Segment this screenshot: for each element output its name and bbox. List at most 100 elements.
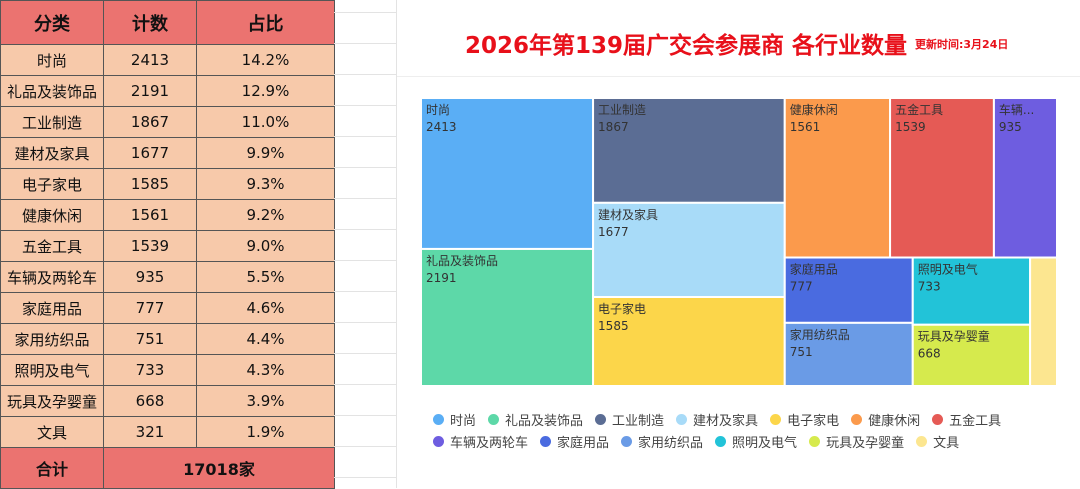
cell-count[interactable]: 668 xyxy=(103,385,197,417)
header-percent[interactable]: 占比 xyxy=(196,0,335,45)
cell-category[interactable]: 文具 xyxy=(0,416,104,448)
treemap-tile[interactable]: 车辆... 935 xyxy=(992,97,1058,259)
tile-label: 家用纺织品 xyxy=(790,327,850,342)
cell-count[interactable]: 1585 xyxy=(103,168,197,200)
treemap-tile[interactable]: 工业制造 1867 xyxy=(592,97,786,204)
treemap-tile[interactable]: 照明及电气 733 xyxy=(911,256,1032,326)
treemap-tile[interactable] xyxy=(1029,256,1058,387)
cell-count[interactable]: 1677 xyxy=(103,137,197,169)
legend-swatch xyxy=(433,435,444,447)
table-row: 时尚 2413 14.2% xyxy=(0,44,335,76)
tile-label: 工业制造 xyxy=(598,103,646,117)
header-count[interactable]: 计数 xyxy=(103,0,197,45)
treemap-rect[interactable] xyxy=(420,247,595,387)
legend-item[interactable]: 时尚 xyxy=(433,412,476,429)
cell-count[interactable]: 733 xyxy=(103,354,197,386)
legend-item[interactable]: 文具 xyxy=(916,433,959,451)
treemap-rect[interactable] xyxy=(783,321,914,388)
treemap-tile[interactable]: 礼品及装饰品 2191 xyxy=(420,247,595,387)
legend-item[interactable]: 礼品及装饰品 xyxy=(488,412,583,429)
cell-percent[interactable]: 11.0% xyxy=(196,106,335,138)
cell-percent[interactable]: 1.9% xyxy=(196,416,335,448)
treemap-tile[interactable]: 玩具及孕婴童 668 xyxy=(911,323,1032,387)
table-row: 健康休闲 1561 9.2% xyxy=(0,199,335,231)
treemap-rect[interactable] xyxy=(889,97,995,259)
cell-category[interactable]: 建材及家具 xyxy=(0,137,104,169)
treemap-rect[interactable] xyxy=(992,97,1058,259)
cell-category[interactable]: 家庭用品 xyxy=(0,292,104,324)
data-table-panel: 分类 计数 占比 时尚 2413 14.2% 礼品及装饰品 2191 12.9% 工业制造 1… xyxy=(0,0,335,489)
treemap-tile[interactable]: 电子家电 1585 xyxy=(592,296,786,387)
tile-value: 1585 xyxy=(598,319,629,333)
table-row: 家庭用品 777 4.6% xyxy=(0,292,335,324)
legend-item[interactable]: 家庭用品 xyxy=(540,433,609,451)
treemap-tile[interactable]: 五金工具 1539 xyxy=(889,97,995,259)
cell-count[interactable]: 321 xyxy=(103,416,197,448)
cell-category[interactable]: 玩具及孕婴童 xyxy=(0,385,104,417)
cell-category[interactable]: 健康休闲 xyxy=(0,199,104,231)
treemap-tile[interactable]: 健康休闲 1561 xyxy=(783,97,892,259)
tile-label: 时尚 xyxy=(426,103,450,117)
treemap-tile[interactable]: 家庭用品 777 xyxy=(783,256,914,324)
cell-category[interactable]: 车辆及两轮车 xyxy=(0,261,104,293)
cell-category[interactable]: 家用纺织品 xyxy=(0,323,104,355)
cell-percent[interactable]: 4.6% xyxy=(196,292,335,324)
cell-percent[interactable]: 9.3% xyxy=(196,168,335,200)
legend-item[interactable]: 五金工具 xyxy=(932,412,1001,429)
treemap-chart: 时尚 2413 礼品及装饰品 2191 工业制造 1867 建材及家具 1677 电子家电 158… xyxy=(420,97,1058,388)
category-table: 分类 计数 占比 时尚 2413 14.2% 礼品及装饰品 2191 12.9% 工业制造 1… xyxy=(0,0,335,489)
legend-swatch xyxy=(770,414,782,425)
legend-swatch xyxy=(916,435,928,447)
treemap-rect[interactable] xyxy=(783,97,892,259)
legend-item[interactable]: 电子家电 xyxy=(770,412,839,429)
cell-percent[interactable]: 5.5% xyxy=(196,261,335,293)
treemap-rect[interactable] xyxy=(911,323,1032,387)
cell-category[interactable]: 电子家电 xyxy=(0,168,104,200)
treemap-rect[interactable] xyxy=(592,296,786,387)
cell-category[interactable]: 时尚 xyxy=(0,44,104,76)
cell-count[interactable]: 777 xyxy=(103,292,197,324)
cell-count[interactable]: 1539 xyxy=(103,230,197,262)
cell-count[interactable]: 1867 xyxy=(103,106,197,138)
treemap-tile[interactable]: 家用纺织品 751 xyxy=(783,321,914,388)
cell-count[interactable]: 935 xyxy=(103,261,197,293)
total-value[interactable]: 17018家 xyxy=(103,447,335,489)
cell-percent[interactable]: 14.2% xyxy=(196,44,335,76)
table-row: 照明及电气 733 4.3% xyxy=(0,354,335,386)
cell-category[interactable]: 五金工具 xyxy=(0,230,104,262)
legend-item[interactable]: 车辆及两轮车 xyxy=(433,433,528,451)
cell-count[interactable]: 751 xyxy=(103,323,197,355)
cell-percent[interactable]: 9.9% xyxy=(196,137,335,169)
cell-category[interactable]: 礼品及装饰品 xyxy=(0,75,104,107)
treemap-tile[interactable]: 建材及家具 1677 xyxy=(592,201,786,299)
cell-percent[interactable]: 9.0% xyxy=(196,230,335,262)
tile-value: 1539 xyxy=(895,120,926,134)
cell-percent[interactable]: 4.3% xyxy=(196,354,335,386)
cell-percent[interactable]: 12.9% xyxy=(196,75,335,107)
legend-label: 照明及电气 xyxy=(732,435,798,451)
legend-item[interactable]: 家用纺织品 xyxy=(621,433,703,451)
cell-percent[interactable]: 9.2% xyxy=(196,199,335,231)
cell-percent[interactable]: 4.4% xyxy=(196,323,335,355)
legend-item[interactable]: 健康休闲 xyxy=(851,412,920,429)
cell-category[interactable]: 工业制造 xyxy=(0,106,104,138)
chart-legend: 时尚 礼品及装饰品 工业制造 建材及家具 电子家电 健康休闲 五金工具车辆及两轮车 家庭用品 家… xyxy=(433,410,1053,453)
legend-item[interactable]: 玩具及孕婴童 xyxy=(809,433,904,451)
cell-percent[interactable]: 3.9% xyxy=(196,385,335,417)
legend-item[interactable]: 工业制造 xyxy=(595,412,664,429)
treemap-rect[interactable] xyxy=(420,97,595,250)
legend-item[interactable]: 照明及电气 xyxy=(715,433,798,451)
tile-label: 健康休闲 xyxy=(790,102,838,117)
cell-count[interactable]: 2191 xyxy=(103,75,197,107)
total-label[interactable]: 合计 xyxy=(0,447,104,489)
legend-item[interactable]: 建材及家具 xyxy=(676,412,758,429)
treemap-tile[interactable]: 时尚 2413 xyxy=(420,97,595,250)
cell-count[interactable]: 1561 xyxy=(103,199,197,231)
tile-label: 电子家电 xyxy=(598,301,646,316)
header-category[interactable]: 分类 xyxy=(0,0,104,45)
cell-category[interactable]: 照明及电气 xyxy=(0,354,104,386)
cell-count[interactable]: 2413 xyxy=(103,44,197,76)
legend-swatch xyxy=(932,414,944,425)
treemap-rect[interactable] xyxy=(592,201,786,299)
treemap-rect[interactable] xyxy=(1029,256,1058,387)
